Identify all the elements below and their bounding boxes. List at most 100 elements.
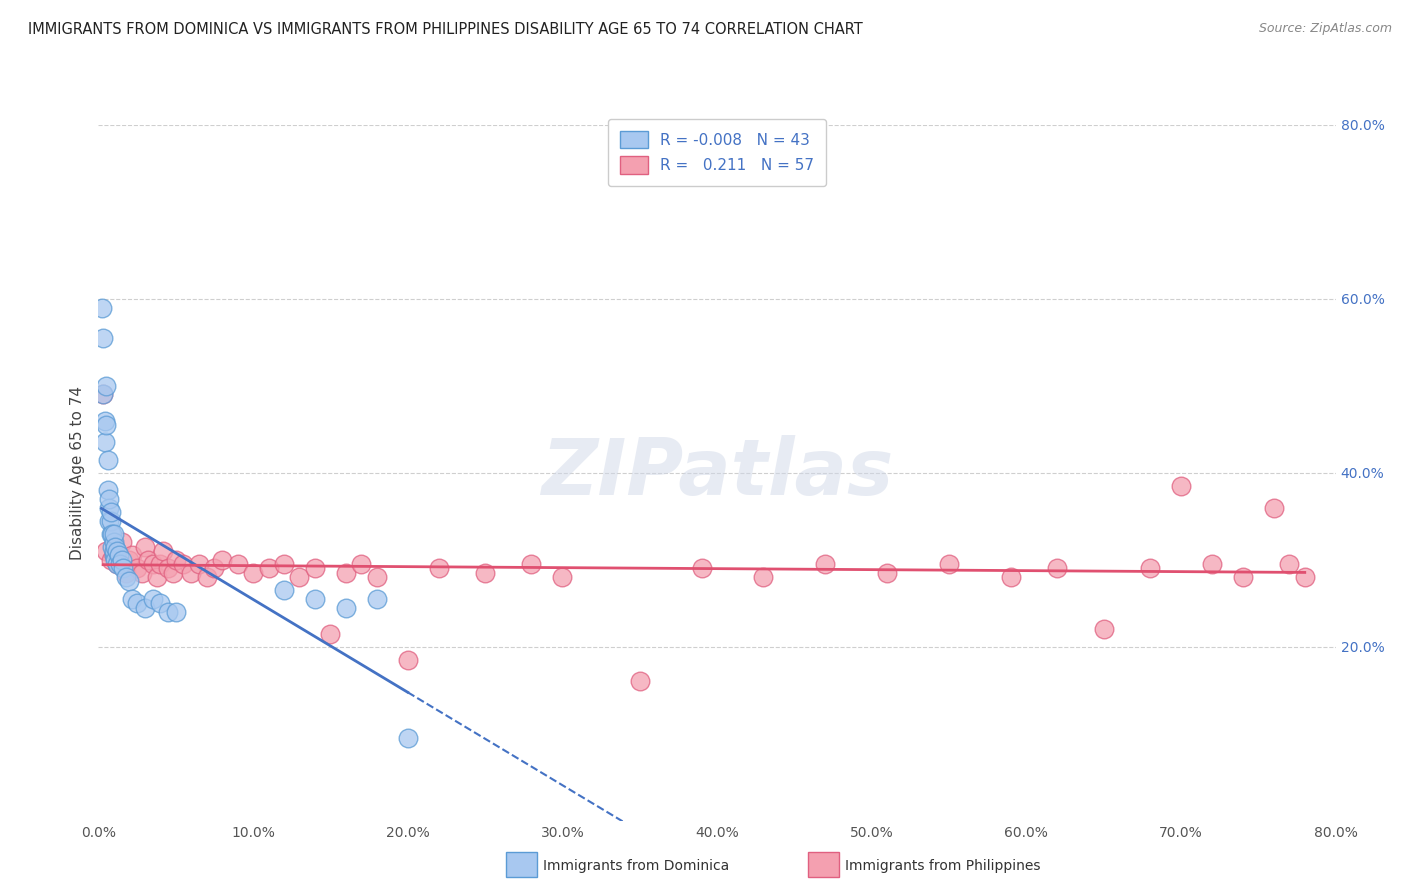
Point xyxy=(1000,570,1022,584)
Point xyxy=(1232,570,1254,584)
Point xyxy=(273,583,295,598)
Point xyxy=(118,574,141,589)
Point xyxy=(304,561,326,575)
Legend: R = -0.008   N = 43, R =   0.211   N = 57: R = -0.008 N = 43, R = 0.211 N = 57 xyxy=(607,119,827,186)
Point xyxy=(98,491,121,506)
Point xyxy=(96,378,118,392)
Point xyxy=(1263,500,1285,515)
Text: Immigrants from Dominica: Immigrants from Dominica xyxy=(543,859,728,873)
Point xyxy=(105,557,128,571)
Point xyxy=(628,674,651,689)
Point xyxy=(1092,623,1115,637)
Point xyxy=(242,566,264,580)
Point xyxy=(134,600,156,615)
Point xyxy=(91,387,114,401)
Point xyxy=(127,596,149,610)
Point xyxy=(257,561,280,575)
Point xyxy=(188,557,211,571)
Point xyxy=(335,566,357,580)
Point xyxy=(1294,570,1316,584)
Point xyxy=(427,561,450,575)
Point xyxy=(814,557,837,571)
Point xyxy=(1201,557,1223,571)
Point xyxy=(103,526,125,541)
Point xyxy=(121,549,143,563)
Point xyxy=(136,552,159,567)
Point xyxy=(97,452,120,467)
Point xyxy=(366,570,388,584)
Point xyxy=(103,535,125,549)
Point xyxy=(142,591,165,606)
Point xyxy=(104,552,127,567)
Point xyxy=(90,301,112,315)
Point xyxy=(111,535,134,549)
Point xyxy=(104,540,127,554)
Point xyxy=(1139,561,1161,575)
Point xyxy=(938,557,960,571)
Point xyxy=(103,549,125,563)
Point xyxy=(304,591,326,606)
Point xyxy=(100,505,122,519)
Point xyxy=(335,600,357,615)
Point xyxy=(107,549,129,563)
Point xyxy=(204,561,226,575)
Point xyxy=(165,605,187,619)
Point xyxy=(752,570,775,584)
Point xyxy=(100,526,122,541)
Y-axis label: Disability Age 65 to 74: Disability Age 65 to 74 xyxy=(70,385,86,560)
Point xyxy=(108,557,131,571)
Point xyxy=(157,561,180,575)
Point xyxy=(96,544,118,558)
Point xyxy=(474,566,496,580)
Point xyxy=(100,552,122,567)
Point xyxy=(288,570,311,584)
Point xyxy=(396,731,419,745)
Point xyxy=(1278,557,1301,571)
Point xyxy=(103,549,125,563)
Point xyxy=(396,653,419,667)
Point xyxy=(149,557,172,571)
Point xyxy=(115,566,138,580)
Text: ZIPatlas: ZIPatlas xyxy=(541,434,893,511)
Point xyxy=(146,570,169,584)
Point xyxy=(118,552,141,567)
Point xyxy=(97,483,120,497)
Point xyxy=(131,566,153,580)
Point xyxy=(195,570,218,584)
Point xyxy=(876,566,898,580)
Point xyxy=(1170,479,1192,493)
Point xyxy=(98,514,121,528)
Point xyxy=(105,544,128,558)
Point xyxy=(111,552,134,567)
Point xyxy=(115,570,138,584)
Point xyxy=(273,557,295,571)
Point xyxy=(319,626,342,640)
Text: IMMIGRANTS FROM DOMINICA VS IMMIGRANTS FROM PHILIPPINES DISABILITY AGE 65 TO 74 : IMMIGRANTS FROM DOMINICA VS IMMIGRANTS F… xyxy=(28,22,863,37)
Point xyxy=(1046,561,1069,575)
Point xyxy=(162,566,184,580)
Point xyxy=(101,526,124,541)
Point xyxy=(96,417,118,432)
Point xyxy=(173,557,195,571)
Point xyxy=(211,552,233,567)
Point xyxy=(149,596,172,610)
Point xyxy=(91,331,114,345)
Text: Immigrants from Philippines: Immigrants from Philippines xyxy=(845,859,1040,873)
Point xyxy=(226,557,249,571)
Point xyxy=(165,552,187,567)
Point xyxy=(157,605,180,619)
Point xyxy=(93,435,115,450)
Point xyxy=(112,561,135,575)
Point xyxy=(101,540,124,554)
Point xyxy=(103,544,125,558)
Point xyxy=(551,570,574,584)
Point xyxy=(690,561,713,575)
Point xyxy=(142,557,165,571)
Point xyxy=(100,514,122,528)
Point xyxy=(152,544,174,558)
Point xyxy=(127,561,149,575)
Text: Source: ZipAtlas.com: Source: ZipAtlas.com xyxy=(1258,22,1392,36)
Point xyxy=(93,414,115,428)
Point xyxy=(350,557,373,571)
Point xyxy=(134,540,156,554)
